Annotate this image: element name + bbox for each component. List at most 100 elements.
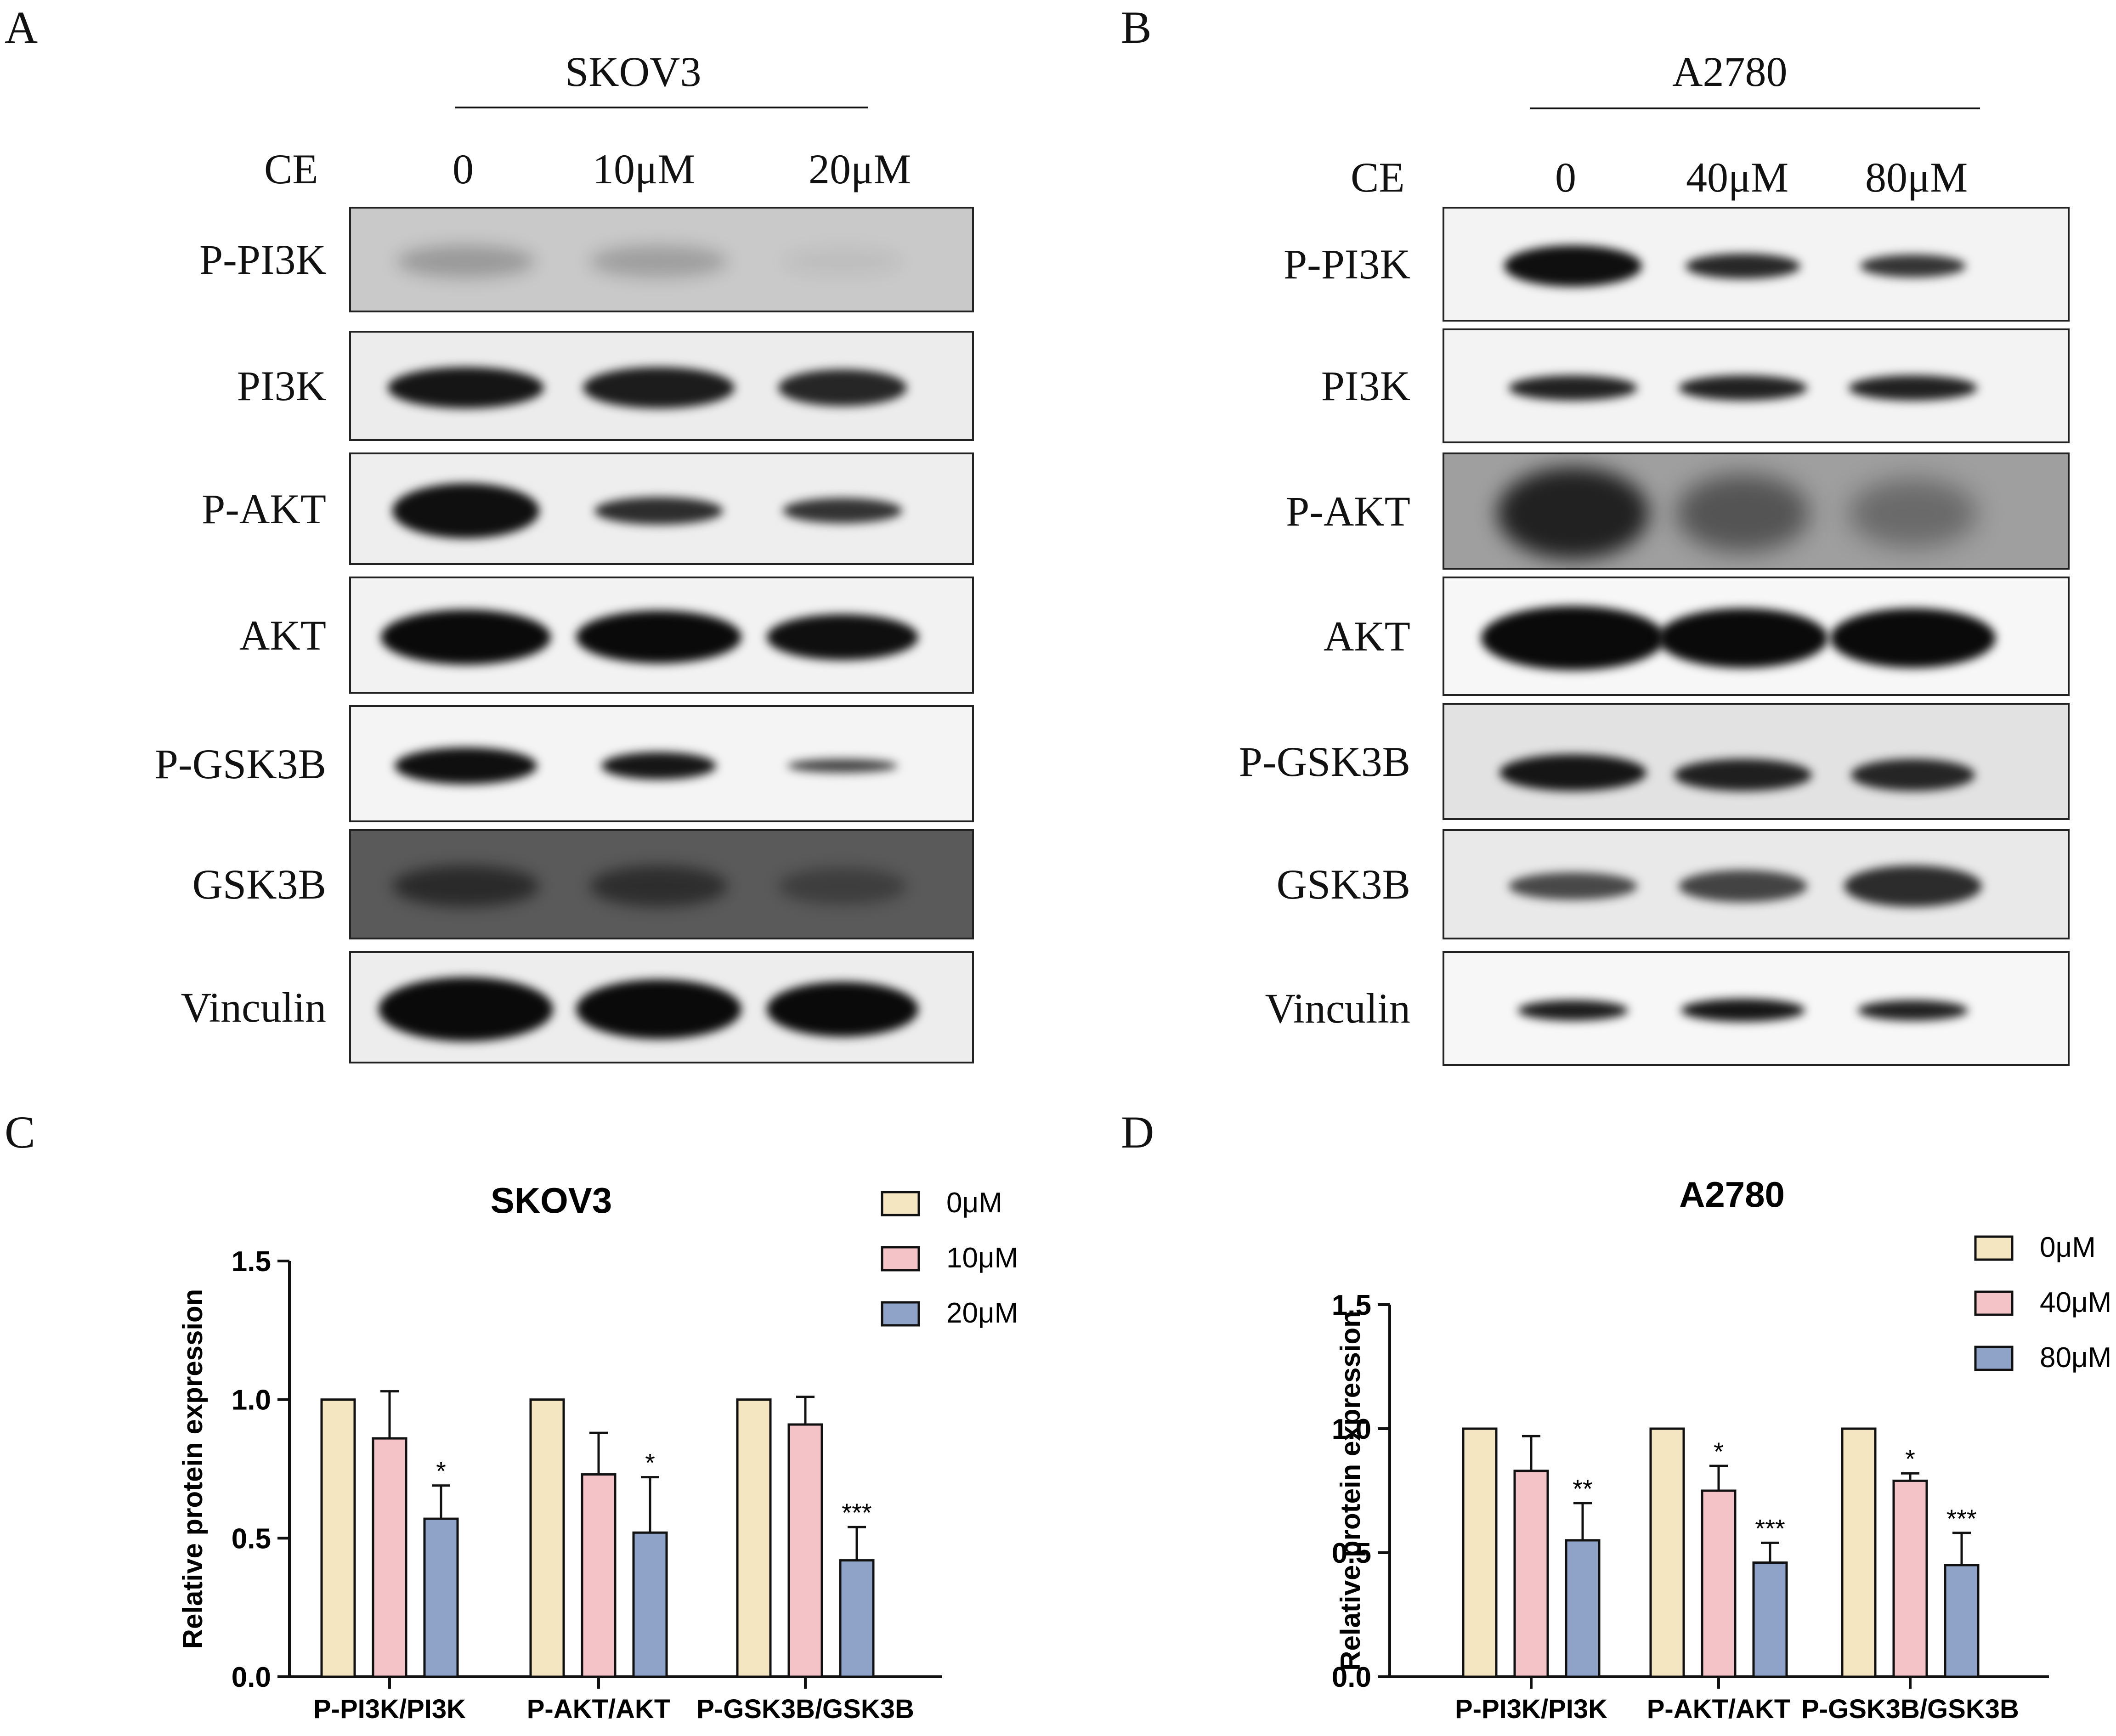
protein-band (1849, 478, 1977, 548)
protein-band (594, 497, 723, 525)
blot-strip (1443, 207, 2070, 322)
bar (581, 1473, 617, 1678)
blot-strip (349, 577, 974, 694)
protein-band (1509, 872, 1637, 900)
protein-band (397, 245, 535, 277)
protein-band (1860, 254, 1966, 277)
panel-letter-b: B (1121, 2, 1152, 53)
y-tick-label: 0.0 (232, 1662, 271, 1693)
protein-band (1658, 608, 1828, 668)
legend-label: 80μM (2040, 1342, 2111, 1374)
significance-mark: *** (1946, 1504, 1976, 1533)
bar-chart-skov3: SKOV3 0.0 0.5 1.0 1.5 Relative protein expres… (177, 1180, 1018, 1724)
bar (1892, 1479, 1928, 1678)
legend-swatch (881, 1246, 920, 1272)
significance-mark: ** (1573, 1474, 1593, 1503)
bar (1462, 1427, 1498, 1678)
blot-strip (349, 331, 974, 441)
legend-label: 10μM (946, 1242, 1018, 1274)
protein-band (1499, 754, 1646, 791)
bar (423, 1517, 459, 1678)
y-tick-label: 1.5 (1332, 1289, 1371, 1321)
y-axis-label: Relative protein expression (177, 1289, 208, 1649)
bar (1841, 1427, 1877, 1678)
bar (632, 1531, 668, 1678)
blot-strip (349, 207, 974, 312)
significance-mark: * (1714, 1437, 1724, 1466)
dose-label: 0 (1555, 154, 1576, 201)
protein-band (1849, 375, 1977, 401)
cell-line-label-a2780: A2780 (1672, 48, 1788, 95)
dose-label: 10μM (593, 146, 696, 192)
y-tick-label: 0.0 (1332, 1662, 1371, 1693)
protein-band (767, 981, 918, 1037)
protein-band (1679, 375, 1807, 401)
protein-label: Vinculin (1265, 985, 1410, 1032)
protein-label: P-GSK3B (154, 740, 326, 787)
protein-band (601, 752, 716, 780)
protein-band (1674, 758, 1812, 791)
y-axis-label: Relative protein expression (1335, 1311, 1366, 1671)
protein-label: P-AKT (202, 485, 326, 532)
x-tick-label: P-AKT/AKT (1647, 1694, 1791, 1724)
protein-band (1676, 474, 1810, 552)
blot-strip (1443, 452, 2070, 570)
bar (1701, 1489, 1737, 1678)
protein-band (590, 245, 728, 277)
protein-band (1681, 999, 1805, 1022)
bar (736, 1398, 772, 1678)
protein-label: Vinculin (181, 984, 326, 1031)
blot-strip (349, 951, 974, 1063)
protein-band (379, 977, 553, 1041)
protein-label: AKT (1323, 613, 1410, 660)
treatment-label: CE (264, 146, 318, 192)
bar (839, 1559, 875, 1678)
legend-label: 0μM (2040, 1232, 2096, 1263)
y-tick-label: 1.0 (232, 1385, 271, 1416)
dose-label: 0 (453, 146, 474, 192)
protein-label: PI3K (1321, 362, 1410, 409)
cell-line-label-skov3: SKOV3 (565, 48, 702, 95)
significance-mark: *** (1755, 1514, 1785, 1543)
blot-strip (1443, 328, 2070, 443)
bar (1649, 1427, 1685, 1678)
x-tick-label: P-GSK3B/GSK3B (696, 1694, 914, 1724)
protein-band (1497, 467, 1649, 559)
bar (320, 1398, 356, 1678)
panel-letter-a: A (5, 2, 38, 53)
x-tick-label: P-PI3K/PI3K (313, 1694, 466, 1724)
chart-title: A2780 (1679, 1174, 1785, 1215)
treatment-label: CE (1351, 154, 1405, 201)
significance-mark: * (1905, 1444, 1915, 1473)
protein-band (1481, 606, 1665, 670)
protein-band (783, 498, 902, 523)
protein-band (388, 367, 544, 408)
blot-strip (1443, 703, 2070, 820)
blot-strip (1443, 829, 2070, 939)
protein-band (1518, 1000, 1628, 1021)
legend-label: 0μM (946, 1187, 1002, 1219)
x-tick-label: P-PI3K/PI3K (1455, 1694, 1607, 1724)
cell-line-underline (455, 107, 868, 108)
bar (372, 1437, 407, 1678)
protein-band (778, 369, 907, 406)
bar (787, 1423, 823, 1678)
protein-band (583, 367, 735, 408)
legend-swatch (1974, 1290, 2014, 1316)
blot-strip (1443, 951, 2070, 1066)
protein-label: GSK3B (1276, 861, 1410, 908)
protein-label: PI3K (237, 362, 326, 409)
protein-label: P-AKT (1286, 487, 1410, 535)
protein-band (392, 483, 539, 538)
protein-band (1830, 608, 1996, 668)
bar (1944, 1564, 1980, 1678)
blot-strip (349, 705, 974, 822)
significance-mark: * (645, 1448, 655, 1477)
protein-band (783, 248, 902, 275)
protein-label: P-PI3K (1283, 241, 1410, 288)
protein-band (1858, 1000, 1968, 1021)
bar (1513, 1470, 1549, 1678)
panel-letter-d: D (1121, 1107, 1154, 1158)
protein-label: P-GSK3B (1239, 738, 1410, 785)
